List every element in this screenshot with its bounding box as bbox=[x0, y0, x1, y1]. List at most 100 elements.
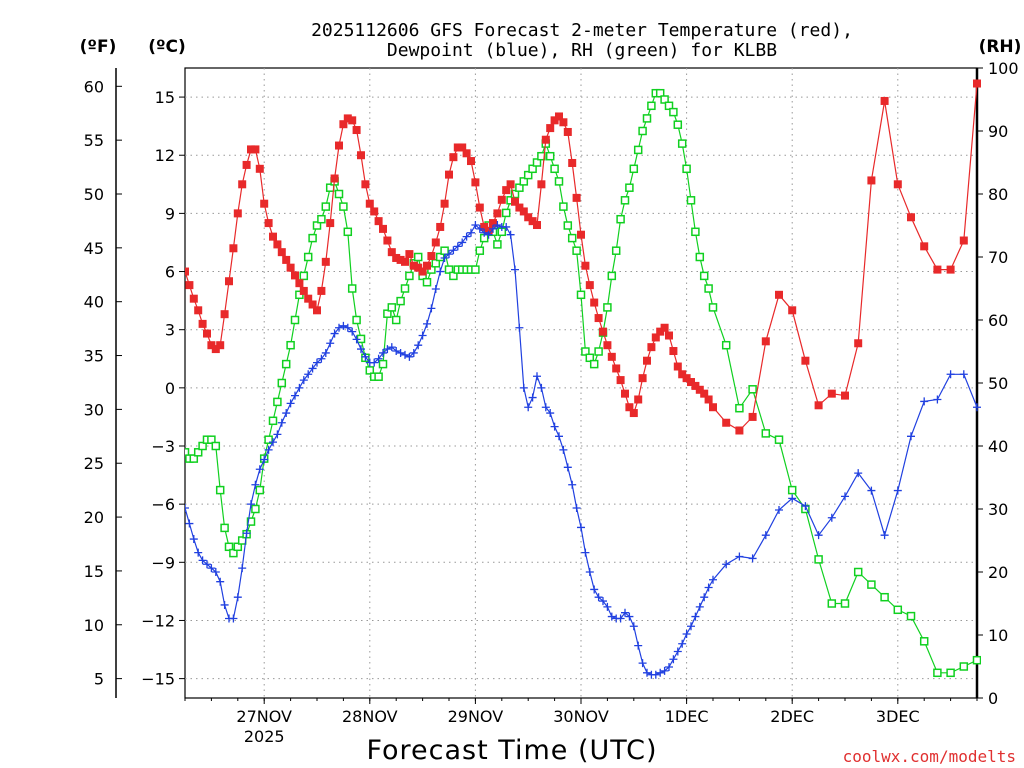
relative-humidity-point bbox=[185, 448, 190, 457]
temperature-point bbox=[691, 381, 700, 390]
temperature-point bbox=[568, 158, 577, 167]
relative-humidity-point bbox=[207, 435, 216, 444]
relative-humidity-point bbox=[493, 240, 502, 249]
dewpoint-point bbox=[946, 370, 955, 379]
relative-humidity-point bbox=[339, 202, 348, 211]
dewpoint-point bbox=[590, 585, 599, 594]
dewpoint-point bbox=[775, 505, 783, 514]
relative-humidity-point bbox=[193, 448, 203, 457]
dewpoint-point bbox=[709, 575, 717, 584]
temperature-point bbox=[555, 112, 563, 121]
temperature-point bbox=[427, 252, 436, 261]
temperature-point bbox=[775, 290, 783, 299]
relative-humidity-point bbox=[255, 485, 265, 495]
temperature-point bbox=[414, 263, 423, 272]
dewpoint-point bbox=[555, 432, 563, 441]
relative-humidity-point bbox=[572, 246, 581, 255]
temperature-point bbox=[418, 267, 427, 276]
chart-title-line2: Dewpoint (blue), RH (green) for KLBB bbox=[387, 40, 777, 61]
temperature-point bbox=[286, 263, 295, 272]
temperature-point bbox=[643, 356, 651, 365]
temperature-point bbox=[590, 298, 599, 307]
temperature-point bbox=[550, 116, 559, 125]
x-tick-label: 3DEC bbox=[876, 707, 920, 726]
temperature-point bbox=[546, 124, 555, 133]
relative-humidity-point bbox=[220, 523, 229, 533]
relative-humidity-point bbox=[682, 164, 691, 174]
temperature-point bbox=[220, 310, 229, 319]
temperature-point bbox=[511, 197, 519, 206]
relative-humidity-point bbox=[647, 101, 656, 111]
relative-humidity-point bbox=[787, 485, 797, 495]
temperature-point bbox=[352, 126, 361, 135]
relative-humidity-point bbox=[431, 259, 441, 268]
dewpoint-point bbox=[216, 577, 225, 586]
temperature-point bbox=[423, 261, 431, 270]
dewpoint-point bbox=[207, 564, 216, 573]
temperature-point bbox=[638, 374, 647, 383]
temperature-point bbox=[264, 219, 273, 228]
temperature-point bbox=[396, 255, 405, 264]
dewpoint-point bbox=[973, 403, 981, 412]
temperature-point bbox=[506, 180, 515, 189]
celsius-tick-label: −6 bbox=[151, 495, 175, 514]
relative-humidity-point bbox=[919, 637, 929, 646]
dewpoint-point bbox=[392, 347, 401, 356]
dewpoint-point bbox=[629, 622, 638, 631]
temperature-point bbox=[709, 403, 717, 412]
temperature-point bbox=[528, 217, 537, 226]
dewpoint-point bbox=[330, 329, 339, 338]
temperature-series bbox=[185, 79, 981, 435]
temperature-point bbox=[634, 395, 643, 404]
relative-humidity-point bbox=[699, 271, 709, 281]
relative-humidity-point bbox=[629, 164, 639, 174]
temperature-point bbox=[519, 207, 528, 216]
dewpoint-point bbox=[546, 409, 555, 418]
relative-humidity-point bbox=[312, 221, 322, 230]
temperature-point bbox=[392, 253, 401, 262]
temperature-point bbox=[225, 277, 233, 286]
relative-humidity-point bbox=[611, 246, 621, 255]
relative-humidity-point bbox=[933, 668, 942, 678]
relative-humidity-point bbox=[946, 668, 955, 678]
celsius-tick-label: 6 bbox=[165, 263, 175, 282]
celsius-tick-label: −3 bbox=[151, 437, 175, 456]
temperature-point bbox=[695, 385, 704, 394]
dewpoint-point bbox=[273, 430, 282, 439]
dewpoint-point bbox=[458, 238, 467, 247]
dewpoint-point bbox=[827, 513, 836, 522]
temperature-point bbox=[704, 395, 713, 404]
rh-tick-label: 70 bbox=[988, 248, 1008, 267]
relative-humidity-point bbox=[827, 599, 837, 608]
temperature-point bbox=[326, 219, 335, 228]
temperature-point bbox=[841, 391, 849, 400]
temperature-point bbox=[497, 195, 506, 204]
temperature-point bbox=[242, 160, 251, 169]
dewpoint-point bbox=[893, 486, 902, 495]
dewpoint-point bbox=[669, 655, 678, 664]
temperature-point bbox=[304, 294, 313, 303]
fahrenheit-tick-label: 50 bbox=[84, 185, 104, 204]
relative-humidity-point bbox=[391, 315, 401, 325]
temperature-point bbox=[880, 96, 889, 105]
relative-humidity-point bbox=[264, 435, 273, 444]
temperature-point bbox=[722, 418, 731, 427]
relative-humidity-point bbox=[281, 359, 291, 369]
dewpoint-point bbox=[673, 647, 682, 656]
temperature-point bbox=[277, 248, 286, 257]
dewpoint-point bbox=[515, 323, 524, 332]
relative-humidity-point bbox=[268, 416, 278, 426]
dewpoint-point bbox=[599, 597, 607, 606]
dewpoint-point bbox=[687, 622, 695, 631]
relative-humidity-point bbox=[660, 95, 669, 104]
relative-humidity-point bbox=[537, 151, 546, 161]
gridlines bbox=[185, 68, 977, 698]
temperature-point bbox=[308, 300, 317, 309]
relative-humidity-point bbox=[735, 403, 744, 413]
dewpoint-point bbox=[634, 641, 643, 650]
temperature-point bbox=[401, 257, 409, 266]
relative-humidity-point bbox=[625, 183, 634, 192]
temperature-point bbox=[827, 389, 836, 398]
dewpoint-point bbox=[313, 358, 321, 367]
temperature-point bbox=[405, 250, 414, 259]
